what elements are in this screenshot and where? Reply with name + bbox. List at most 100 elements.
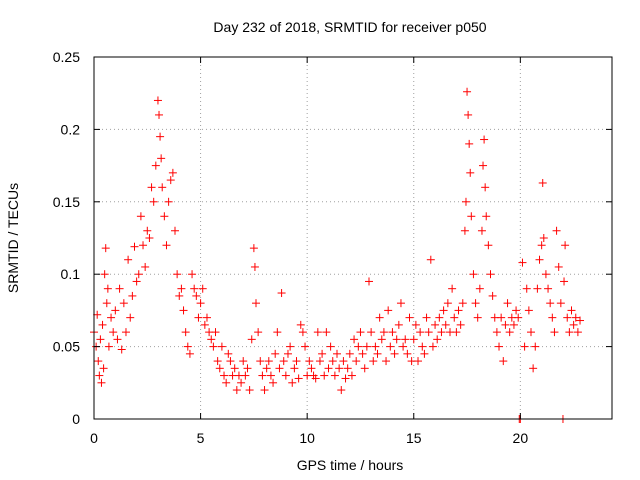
data-point	[554, 262, 563, 271]
data-point	[567, 306, 576, 315]
data-point	[386, 342, 395, 351]
data-point	[217, 342, 226, 351]
data-point	[463, 87, 472, 96]
data-point	[354, 342, 363, 351]
data-point	[318, 349, 327, 358]
y-tick-label: 0.1	[61, 266, 81, 282]
data-point	[179, 306, 188, 315]
data-point	[573, 328, 582, 337]
data-point	[266, 371, 275, 380]
chart-title: Day 232 of 2018, SRMTID for receiver p05…	[213, 19, 486, 35]
data-point	[177, 284, 186, 293]
data-point	[360, 364, 369, 373]
y-tick-label: 0.2	[61, 121, 81, 137]
data-point	[241, 371, 250, 380]
data-point	[495, 342, 504, 351]
data-point	[155, 110, 164, 119]
data-point	[377, 335, 386, 344]
data-point	[565, 328, 574, 337]
data-point	[279, 357, 288, 366]
data-point	[343, 364, 352, 373]
data-point	[341, 374, 350, 383]
data-point	[388, 328, 397, 337]
x-tick-label: 15	[406, 430, 422, 446]
data-point	[190, 284, 199, 293]
data-point	[467, 212, 476, 221]
data-point	[202, 313, 211, 322]
data-point	[426, 255, 435, 264]
ticks-layer: 0 5 10 15 20 0 0.05 0.1 0.15 0.2 0.25	[53, 49, 612, 446]
data-point	[156, 132, 165, 141]
data-point	[292, 357, 301, 366]
data-point	[411, 320, 420, 329]
data-point	[548, 313, 557, 322]
data-point	[538, 178, 547, 187]
data-point	[200, 320, 209, 329]
data-point	[571, 313, 580, 322]
data-point	[183, 342, 192, 351]
data-point	[418, 342, 427, 351]
data-point	[424, 328, 433, 337]
data-point	[520, 342, 529, 351]
data-point	[188, 270, 197, 279]
data-point	[531, 342, 540, 351]
data-point	[315, 357, 324, 366]
y-tick-label: 0.15	[53, 194, 80, 210]
data-point	[509, 320, 518, 329]
data-point	[473, 313, 482, 322]
data-point	[458, 299, 467, 308]
data-point	[113, 335, 122, 344]
data-point	[550, 328, 559, 337]
data-point	[563, 313, 572, 322]
data-point	[546, 299, 555, 308]
data-point	[196, 299, 205, 308]
data-point	[396, 299, 405, 308]
data-point	[347, 371, 356, 380]
data-point	[488, 291, 497, 300]
data-point	[243, 364, 252, 373]
data-point	[96, 335, 105, 344]
data-point	[379, 328, 388, 337]
data-point	[313, 328, 322, 337]
data-point	[296, 320, 305, 329]
data-point	[211, 328, 220, 337]
data-point	[247, 335, 256, 344]
data-point	[375, 313, 384, 322]
data-point	[358, 349, 367, 358]
data-point	[157, 154, 166, 163]
data-point	[164, 197, 173, 206]
data-point	[414, 357, 423, 366]
data-point	[337, 386, 346, 395]
data-point	[160, 212, 169, 221]
data-point	[324, 364, 333, 373]
data-point	[526, 328, 535, 337]
data-point	[115, 284, 124, 293]
data-point	[93, 310, 102, 319]
data-point	[320, 371, 329, 380]
data-point	[232, 386, 241, 395]
data-point	[237, 378, 246, 387]
data-point	[101, 244, 110, 253]
data-point	[220, 371, 229, 380]
data-point	[168, 168, 177, 177]
data-point	[505, 328, 514, 337]
data-point	[437, 328, 446, 337]
data-point	[401, 335, 410, 344]
data-point	[136, 212, 145, 221]
y-tick-label: 0.05	[53, 339, 80, 355]
data-point	[450, 313, 459, 322]
data-point	[416, 328, 425, 337]
data-point	[252, 299, 261, 308]
data-point	[149, 197, 158, 206]
data-point	[153, 96, 162, 105]
data-point	[367, 328, 376, 337]
data-point	[260, 386, 269, 395]
data-point	[541, 270, 550, 279]
data-point	[166, 176, 175, 185]
data-point	[262, 364, 271, 373]
data-point	[576, 316, 585, 325]
grid-layer	[94, 57, 612, 419]
data-point	[226, 357, 235, 366]
data-point	[100, 270, 109, 279]
data-point	[561, 241, 570, 250]
